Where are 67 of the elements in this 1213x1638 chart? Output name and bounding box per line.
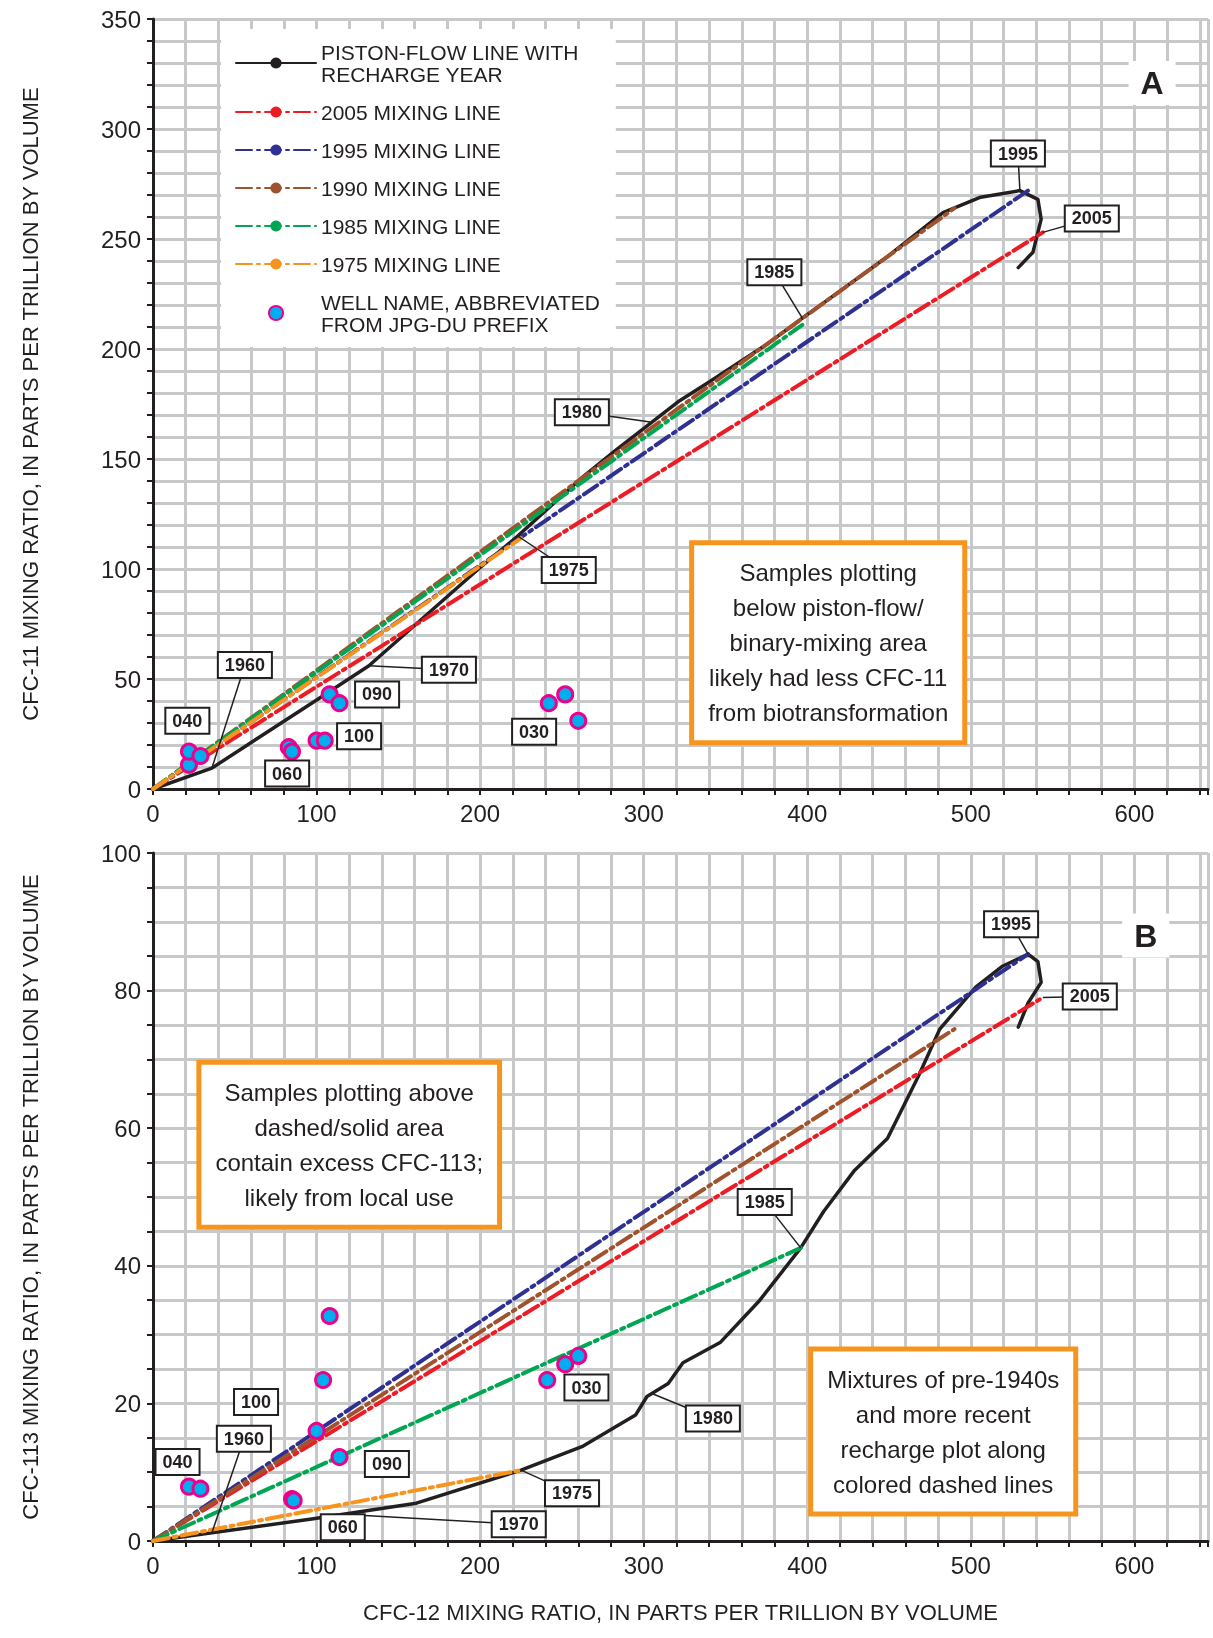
annotation: 1975 xyxy=(552,1483,593,1504)
y-tick-label: 60 xyxy=(114,1114,141,1142)
x-tick-label: 600 xyxy=(1114,1551,1155,1579)
annotation: 100 xyxy=(344,726,375,747)
x-tick-label: 300 xyxy=(623,799,664,827)
y-tick-label: 150 xyxy=(100,445,141,473)
y-tick-label: 350 xyxy=(100,5,141,33)
x-tick-label: 0 xyxy=(146,799,160,827)
x-tick-label: 0 xyxy=(146,1551,160,1579)
x-tick-label: 200 xyxy=(460,799,501,827)
legend-label: 1985 MIXING LINE xyxy=(321,214,501,238)
y-tick-label: 40 xyxy=(114,1252,141,1280)
annotation: Mixtures of pre-1940s and more recent recharge plot along colored dashed lines xyxy=(827,1365,1060,1498)
annotation: 1975 xyxy=(548,560,589,580)
annotation: 040 xyxy=(162,1451,193,1472)
y-tick-label: 100 xyxy=(100,555,141,583)
annotation: 090 xyxy=(371,1453,402,1474)
annotation: 1985 xyxy=(754,262,795,283)
y-tick-label: 200 xyxy=(100,335,141,363)
annotation: 1985 xyxy=(744,1191,785,1212)
x-tick-label: 500 xyxy=(950,1551,991,1579)
y-axis-title: CFC-113 MIXING RATIO, IN PARTS PER TRILLION BY VOLUME xyxy=(17,874,43,1520)
annotation: 1970 xyxy=(428,659,469,680)
annotation: 1960 xyxy=(223,1428,264,1449)
y-tick-label: 100 xyxy=(100,839,141,867)
y-tick-label: 0 xyxy=(127,775,141,803)
annotation: 1970 xyxy=(498,1514,539,1535)
annotation: 030 xyxy=(571,1377,602,1398)
annotation: 1980 xyxy=(692,1408,733,1429)
annotation: 1960 xyxy=(224,655,265,676)
x-tick-label: 100 xyxy=(296,799,337,827)
annotation: 060 xyxy=(327,1517,358,1538)
annotation: Samples plotting above dashed/solid area contain excess CFC-113; likely from local use xyxy=(215,1078,484,1211)
y-tick-label: 0 xyxy=(127,1527,141,1555)
annotation: 030 xyxy=(519,721,550,742)
y-tick-label: 50 xyxy=(114,665,141,693)
y-tick-label: 80 xyxy=(114,977,141,1005)
x-tick-label: 200 xyxy=(460,1551,501,1579)
annotation: A xyxy=(1140,64,1164,101)
legend-label: PISTON-FLOW LINE WITH RECHARGE YEAR xyxy=(321,40,579,86)
annotation: 040 xyxy=(172,710,203,731)
y-axis-title: CFC-11 MIXING RATIO, IN PARTS PER TRILLION BY VOLUME xyxy=(17,87,43,721)
annotation: 090 xyxy=(362,684,393,705)
x-tick-label: 400 xyxy=(787,1551,828,1579)
x-tick-label: 300 xyxy=(623,1551,664,1579)
annotation: 100 xyxy=(241,1392,272,1413)
annotation: B xyxy=(1134,917,1158,954)
annotation: Samples plotting below piston-flow/ binary-mixing area likely had less CFC-11 from biotransformation xyxy=(708,559,949,727)
x-tick-label: 400 xyxy=(787,799,828,827)
x-tick-label: 500 xyxy=(950,799,991,827)
x-axis-title: CFC-12 MIXING RATIO, IN PARTS PER TRILLION BY VOLUME xyxy=(363,1599,998,1625)
legend-label: 2005 MIXING LINE xyxy=(321,100,501,124)
x-tick-label: 600 xyxy=(1114,799,1155,827)
legend-label: 1975 MIXING LINE xyxy=(321,252,501,276)
annotation: 2005 xyxy=(1071,208,1112,229)
annotation: 1995 xyxy=(991,914,1032,935)
legend-label: WELL NAME, ABBREVIATED FROM JPG-DU PREFIX xyxy=(321,290,600,336)
annotation: 1980 xyxy=(561,402,602,423)
annotation: 060 xyxy=(272,763,303,784)
y-tick-label: 250 xyxy=(100,225,141,253)
x-tick-label: 100 xyxy=(296,1551,337,1579)
y-tick-label: 20 xyxy=(114,1389,141,1417)
y-tick-label: 300 xyxy=(100,115,141,143)
legend-label: 1995 MIXING LINE xyxy=(321,138,501,162)
legend-label: 1990 MIXING LINE xyxy=(321,176,501,200)
annotation: 1995 xyxy=(997,143,1038,164)
annotation: 2005 xyxy=(1069,986,1110,1007)
